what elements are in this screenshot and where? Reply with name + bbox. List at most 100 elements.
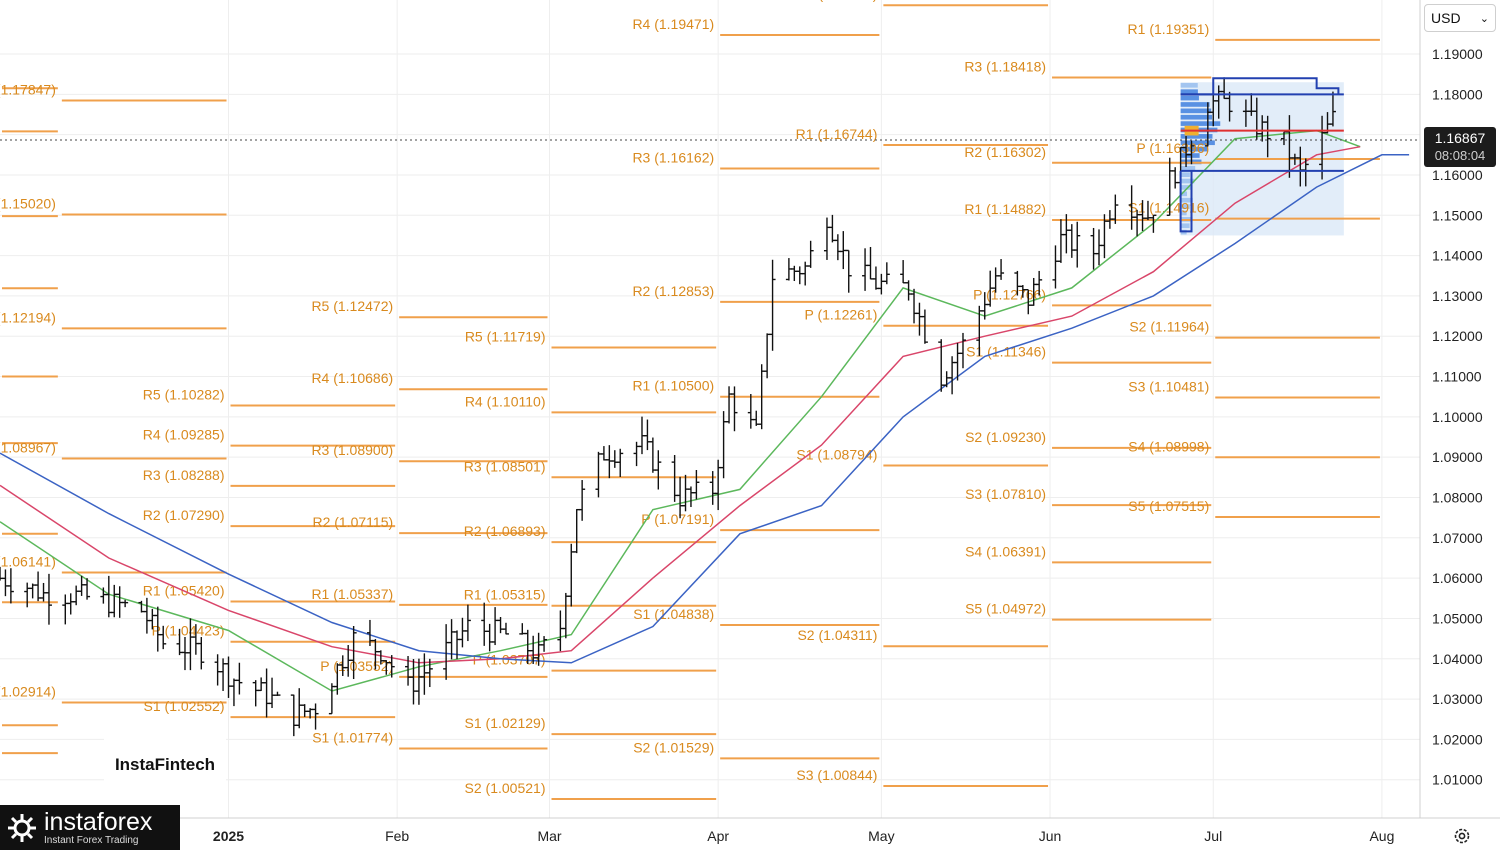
pivot-label: R1 (1.14882) (964, 201, 1046, 217)
pivot-label: S1 (1.11346) (966, 344, 1046, 360)
volume-profile-bar (1180, 185, 1191, 190)
pivot-label: R5 (1.12472) (311, 298, 393, 314)
pivot-label: R1 (1.16744) (796, 126, 878, 142)
pivot-label: P (1.12261) (804, 307, 877, 323)
volume-profile-bar (1180, 153, 1200, 158)
pivot-label: P (1.16396) (1136, 140, 1209, 156)
volume-profile-bar (1180, 89, 1198, 95)
pivot-label: S5 (1.07515) (1128, 498, 1209, 514)
pivot-label: R2 (1.12853) (632, 283, 714, 299)
price-tick-label: 1.15000 (1432, 207, 1483, 223)
price-tick-label: 1.03000 (1432, 691, 1483, 707)
pivot-label: R3 (1.08501) (464, 458, 546, 474)
currency-select[interactable]: USD ⌄ (1424, 4, 1496, 32)
time-tick-label: Jun (1039, 828, 1062, 844)
moving-average-ma_mid (0, 145, 1361, 664)
pivot-label: S5 (1.04972) (965, 601, 1046, 617)
pivot-label: R4 (1.19471) (632, 16, 714, 32)
pivot-label: S4 (1.06391) (965, 543, 1046, 559)
time-tick-label: Jul (1204, 828, 1222, 844)
pivot-label: R4 (1.10686) (311, 370, 393, 386)
gear-icon (1454, 828, 1470, 844)
pivot-label: R3 (1.15020) (0, 195, 56, 211)
pivot-label: S4 (1.08998) (1128, 438, 1209, 454)
volume-profile-bar (1180, 191, 1188, 197)
pivot-label: R5 (1.10282) (143, 386, 225, 402)
volume-profile-bar (1180, 102, 1210, 107)
pivot-label: R3 (1.16162) (632, 149, 714, 165)
pivot-label: S1 (1.04838) (633, 606, 714, 622)
moving-average-ma_slow (0, 154, 1410, 664)
pivot-label: S2 (1.09230) (965, 429, 1046, 445)
pivot-label: R1 (1.08967) (0, 440, 56, 456)
pivot-label: R2 (1.20211) (797, 0, 878, 2)
bar-countdown: 08:08:04 (1434, 148, 1486, 163)
volume-profile-bar (1180, 204, 1190, 209)
pivot-label: R1 (1.05337) (311, 586, 393, 602)
volume-profile-bar (1180, 140, 1215, 146)
price-tick-label: 1.19000 (1432, 46, 1483, 62)
brand-banner[interactable]: instaforex Instant Forex Trading (0, 805, 180, 850)
pivot-label: S3 (1.07810) (965, 486, 1046, 502)
pivot-label: S1 (1.02552) (144, 698, 225, 714)
volume-profile-bar (1180, 223, 1190, 229)
price-tick-label: 1.10000 (1432, 409, 1483, 425)
last-price-value: 1.16867 (1434, 130, 1486, 146)
pivot-label: P (1.06141) (0, 553, 56, 569)
price-tick-label: 1.09000 (1432, 449, 1483, 465)
price-tick-label: 1.01000 (1432, 772, 1483, 788)
price-tick-label: 1.05000 (1432, 610, 1483, 626)
price-tick-label: 1.08000 (1432, 489, 1483, 505)
pivot-label: R2 (1.12194) (0, 309, 56, 325)
volume-profile-bar (1180, 114, 1213, 120)
volume-profile-bar (1180, 146, 1208, 152)
pivot-label: P (1.04423) (152, 623, 225, 639)
volume-profile-bar (1180, 165, 1196, 171)
volume-profile-bar (1180, 172, 1190, 177)
pivot-label: R2 (1.07115) (312, 514, 393, 530)
price-tick-label: 1.12000 (1432, 328, 1483, 344)
pivot-label: S1 (1.02129) (465, 715, 546, 731)
price-tick-label: 1.13000 (1432, 288, 1483, 304)
price-tick-label: 1.04000 (1432, 651, 1483, 667)
pivot-label: S1 (1.08794) (796, 446, 877, 462)
price-tick-label: 1.02000 (1432, 731, 1483, 747)
price-tick-label: 1.11000 (1432, 369, 1482, 385)
volume-profile-bar (1180, 210, 1187, 216)
pivot-label: S2 (1.00521) (465, 780, 546, 796)
pivot-label: S1 (1.02914) (0, 684, 56, 700)
time-tick-label: 2025 (213, 828, 244, 844)
brand-name: instaforex (44, 808, 153, 836)
settings-button[interactable] (1448, 824, 1476, 848)
volume-profile-bar (1180, 178, 1195, 184)
pivot-label: R3 (1.08900) (311, 442, 393, 458)
currency-label: USD (1431, 10, 1461, 26)
pivot-label: S2 (1.04311) (797, 627, 877, 643)
time-tick-label: Aug (1369, 828, 1394, 844)
volume-profile-bar (1180, 82, 1198, 88)
price-tick-label: 1.07000 (1432, 530, 1483, 546)
pivot-label: R4 (1.09285) (143, 427, 225, 443)
pivot-label: S2 (1.01529) (633, 739, 714, 755)
volume-profile-bar (1180, 121, 1221, 126)
volume-profile-outline (1179, 170, 1193, 233)
price-tick-label: 1.18000 (1432, 86, 1483, 102)
time-tick-label: Apr (707, 828, 729, 844)
brand-tagline: Instant Forex Trading (44, 835, 139, 846)
pivot-label: R4 (1.17847) (0, 82, 56, 98)
pivot-label: R1 (1.05315) (464, 587, 546, 603)
watermark: InstaFintech (104, 734, 226, 796)
volume-profile-bar (1180, 134, 1213, 139)
pivot-label: R4 (1.10110) (465, 393, 546, 409)
pivot-label: R5 (1.11719) (465, 329, 546, 345)
pivot-label: S3 (1.10481) (1128, 378, 1209, 394)
pivot-label: R3 (1.18418) (964, 58, 1046, 74)
pivot-label: R2 (1.06893) (464, 523, 546, 539)
pivot-label: S1 (1.01774) (312, 729, 393, 745)
pivot-label: S2 (1.11964) (1129, 319, 1209, 335)
volume-profile-bar (1180, 95, 1199, 101)
last-price-badge: 1.16867 08:08:04 (1424, 127, 1496, 167)
time-tick-label: Feb (385, 828, 409, 844)
